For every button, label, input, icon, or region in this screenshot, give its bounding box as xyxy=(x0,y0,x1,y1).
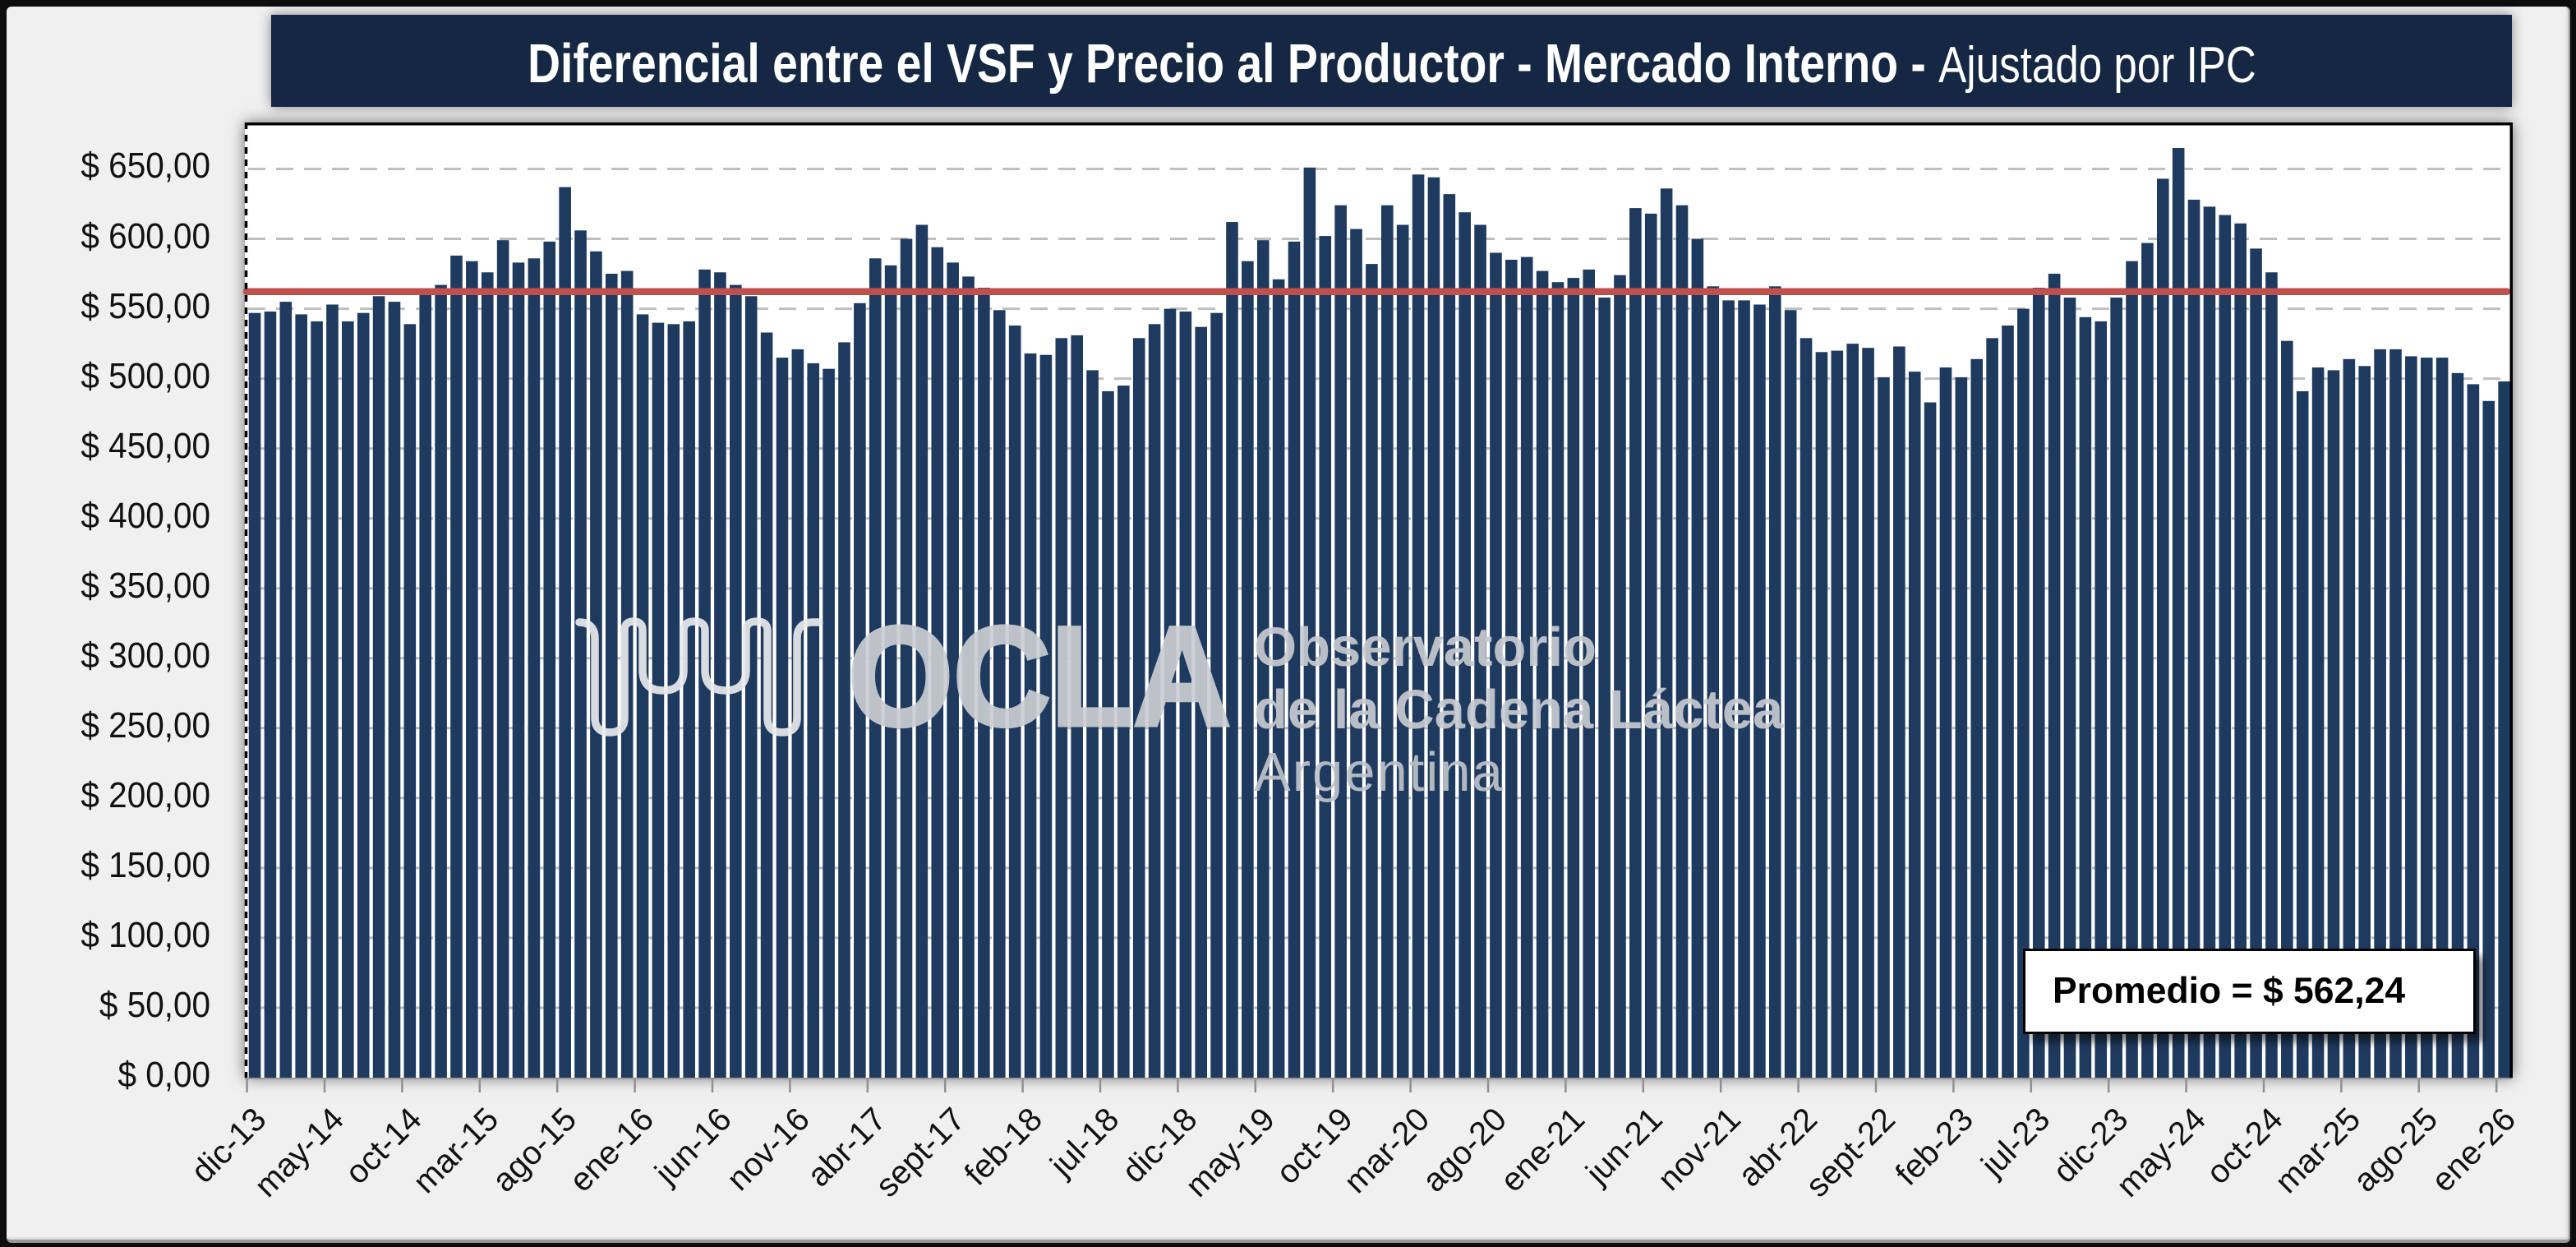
svg-text:Observatorio: Observatorio xyxy=(1254,617,1597,678)
svg-text:Argentina: Argentina xyxy=(1254,741,1505,803)
svg-text:OCLA: OCLA xyxy=(848,598,1231,755)
svg-text:de la Cadena Láctea: de la Cadena Láctea xyxy=(1254,679,1784,741)
